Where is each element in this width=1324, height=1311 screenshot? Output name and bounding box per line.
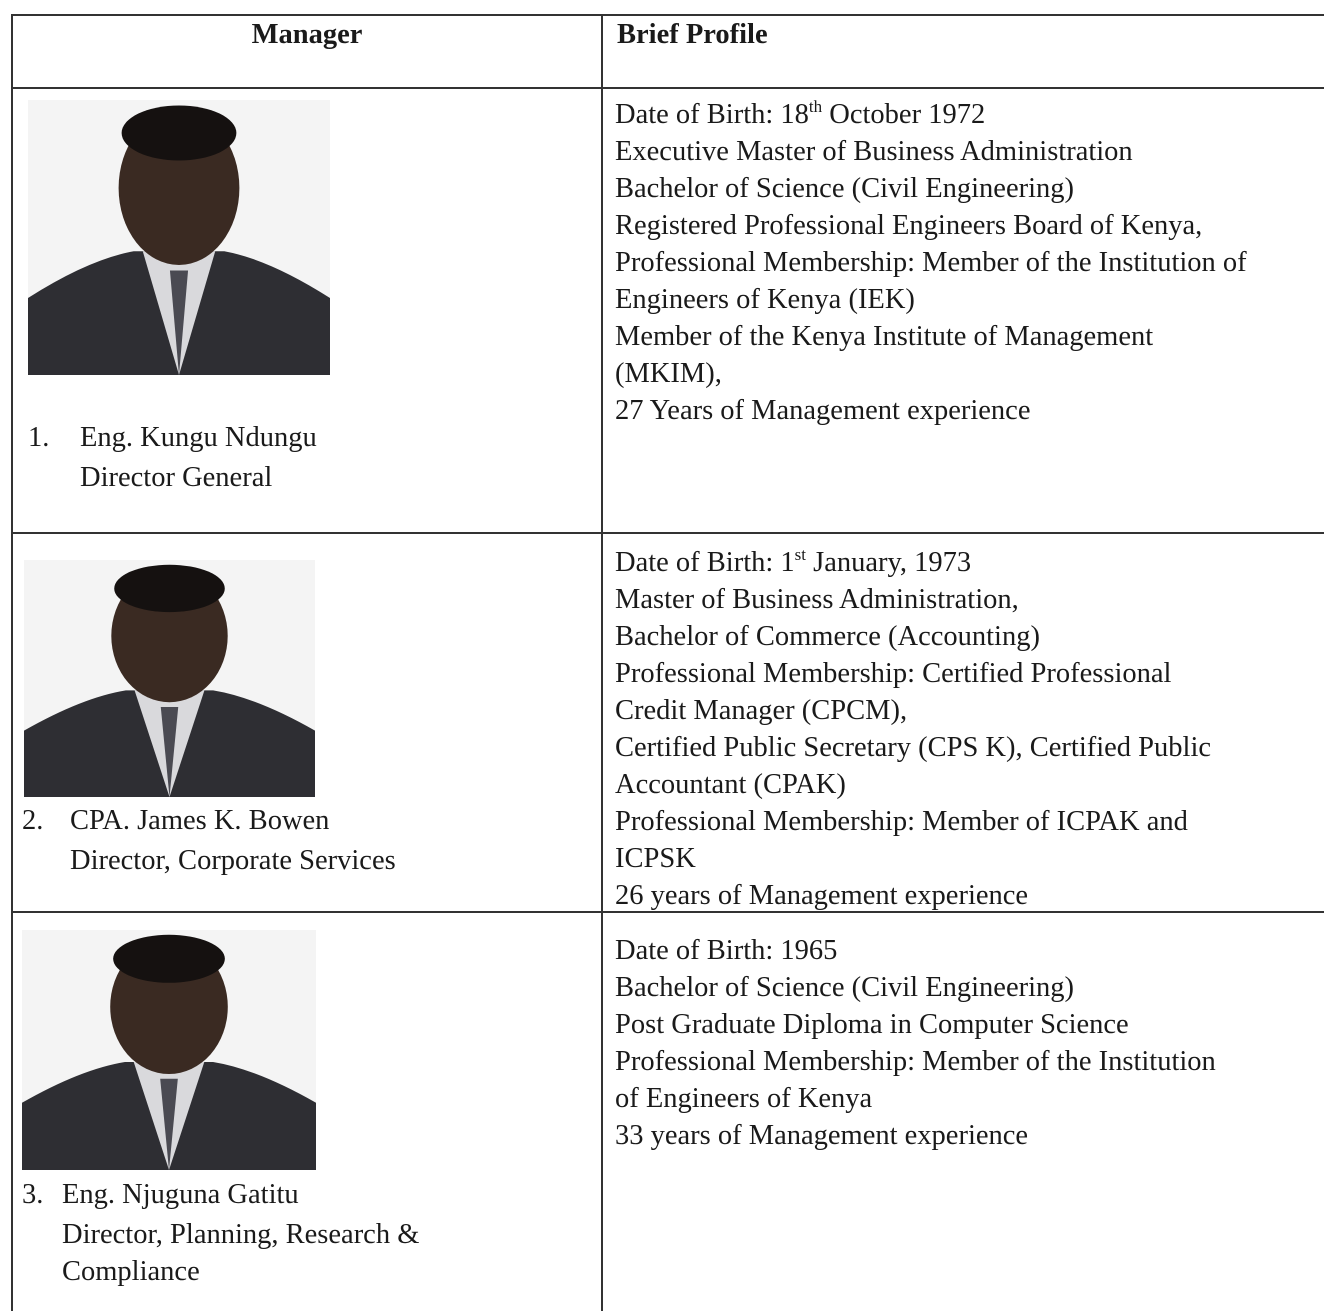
profile-line: Registered Professional Engineers Board … — [615, 210, 1203, 241]
profile-line: Executive Master of Business Administrat… — [615, 136, 1133, 167]
profile-line: Professional Membership: Member of ICPAK… — [615, 806, 1188, 837]
manager-title: Director, Corporate Services — [70, 845, 396, 876]
dob-text: Date of Birth: 1965 — [615, 935, 838, 966]
dob-suffix: th — [808, 97, 823, 116]
manager-name: Eng. Kungu Ndungu — [80, 422, 317, 453]
rule — [601, 14, 603, 1311]
row-number: 3. — [22, 1179, 44, 1210]
profile-line: Credit Manager (CPCM), — [615, 695, 908, 726]
portrait — [24, 560, 315, 797]
profile-line: Bachelor of Science (Civil Engineering) — [615, 972, 1075, 1003]
rule — [12, 911, 1324, 913]
profile-line: Professional Membership: Certified Profe… — [615, 658, 1172, 689]
profile-line: Member of the Kenya Institute of Managem… — [615, 321, 1154, 352]
profile-line: Bachelor of Science (Civil Engineering) — [615, 173, 1075, 204]
row-number: 2. — [22, 805, 44, 836]
dob-rest: January, 1973 — [813, 547, 972, 578]
profile-line: 33 years of Management experience — [615, 1120, 1029, 1151]
profile-line: Certified Public Secretary (CPS K), Cert… — [615, 732, 1212, 763]
manager-name: CPA. James K. Bowen — [70, 805, 330, 836]
profile-line: Engineers of Kenya (IEK) — [615, 284, 915, 315]
profile-line: Accountant (CPAK) — [615, 769, 846, 800]
date-of-birth: Date of Birth: 18th October 1972 — [615, 96, 985, 133]
rule — [12, 87, 1324, 89]
manager-title: Compliance — [62, 1256, 200, 1287]
profile-line: of Engineers of Kenya — [615, 1083, 873, 1114]
header-cell: Brief Profile — [617, 19, 768, 50]
row-number: 1. — [28, 422, 50, 453]
profile-line: Bachelor of Commerce (Accounting) — [615, 621, 1040, 652]
profile-line: Professional Membership: Member of the I… — [615, 1046, 1216, 1077]
portrait — [22, 930, 316, 1170]
profile-line: 26 years of Management experience — [615, 880, 1029, 911]
rule — [12, 532, 1324, 534]
dob-rest: October 1972 — [829, 99, 986, 130]
portrait — [28, 100, 330, 375]
manager-title: Director General — [80, 462, 273, 493]
profile-line: Post Graduate Diploma in Computer Scienc… — [615, 1009, 1129, 1040]
date-of-birth: Date of Birth: 1st January, 1973 — [615, 544, 971, 581]
manager-title: Director, Planning, Research & — [62, 1219, 420, 1250]
profile-line: 27 Years of Management experience — [615, 395, 1031, 426]
rule — [12, 14, 1324, 16]
profile-line: Master of Business Administration, — [615, 584, 1019, 615]
dob-suffix: st — [794, 545, 807, 564]
date-of-birth: Date of Birth: 1965 — [615, 932, 837, 969]
rule — [11, 14, 13, 1311]
profile-line: ICPSK — [615, 843, 696, 874]
header-cell: Manager — [251, 19, 363, 50]
dob-text: Date of Birth: 18 — [615, 99, 809, 130]
profile-line: (MKIM), — [615, 358, 722, 389]
dob-text: Date of Birth: 1 — [615, 547, 795, 578]
manager-name: Eng. Njuguna Gatitu — [62, 1179, 299, 1210]
profile-line: Professional Membership: Member of the I… — [615, 247, 1247, 278]
